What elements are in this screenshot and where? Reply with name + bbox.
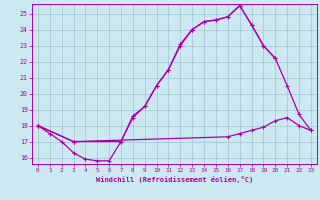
X-axis label: Windchill (Refroidissement éolien,°C): Windchill (Refroidissement éolien,°C)	[96, 176, 253, 183]
